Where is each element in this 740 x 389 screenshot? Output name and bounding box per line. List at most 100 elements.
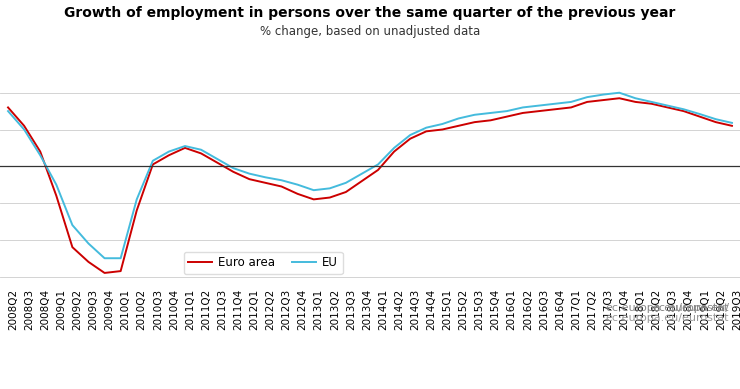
Euro area xyxy=(374,168,383,172)
EU xyxy=(615,90,624,95)
EU xyxy=(36,153,44,158)
Euro area xyxy=(502,114,511,119)
Euro area xyxy=(486,118,495,123)
EU xyxy=(374,162,383,167)
EU xyxy=(470,112,479,117)
Text: 2016Q3: 2016Q3 xyxy=(539,289,549,331)
Text: 2012Q3: 2012Q3 xyxy=(281,289,292,331)
EU xyxy=(519,105,528,110)
Euro area xyxy=(212,160,221,165)
Euro area xyxy=(261,180,270,185)
Euro area xyxy=(631,100,640,104)
Text: 2016Q1: 2016Q1 xyxy=(507,289,517,331)
Euro area xyxy=(663,105,672,110)
Text: 2010Q1: 2010Q1 xyxy=(121,289,131,330)
Text: 2009Q3: 2009Q3 xyxy=(89,289,98,330)
Text: 2009Q2: 2009Q2 xyxy=(73,289,82,330)
EU xyxy=(164,149,173,154)
Text: 2018Q4: 2018Q4 xyxy=(684,289,693,331)
Text: 2014Q4: 2014Q4 xyxy=(426,289,437,331)
Text: 2013Q3: 2013Q3 xyxy=(346,289,356,331)
Euro area xyxy=(551,107,559,112)
Euro area xyxy=(84,259,93,264)
Euro area xyxy=(132,208,141,213)
Text: 2011Q4: 2011Q4 xyxy=(233,289,243,331)
Text: 2008Q4: 2008Q4 xyxy=(40,289,50,330)
Text: ec.europa.eu/: ec.europa.eu/ xyxy=(652,303,729,314)
Text: 2015Q4: 2015Q4 xyxy=(491,289,501,331)
Euro area xyxy=(727,123,736,128)
EU xyxy=(422,125,431,130)
Euro area xyxy=(711,120,720,124)
EU xyxy=(309,188,318,193)
Text: 2015Q2: 2015Q2 xyxy=(459,289,468,331)
Euro area xyxy=(615,96,624,101)
Text: 2019Q2: 2019Q2 xyxy=(716,289,726,331)
Euro area xyxy=(454,123,463,128)
EU xyxy=(149,158,158,163)
EU xyxy=(438,122,447,126)
Text: 2013Q1: 2013Q1 xyxy=(314,289,323,331)
Text: 2016Q2: 2016Q2 xyxy=(523,289,533,331)
Euro area xyxy=(100,271,109,275)
EU xyxy=(534,103,543,108)
Text: ec.europa.eu/eurostat: ec.europa.eu/eurostat xyxy=(605,313,729,323)
EU xyxy=(212,157,221,161)
EU xyxy=(4,109,13,114)
Euro area xyxy=(438,127,447,132)
Euro area xyxy=(406,137,414,141)
Euro area xyxy=(357,179,366,183)
Euro area xyxy=(599,98,608,102)
Text: 2009Q4: 2009Q4 xyxy=(104,289,115,330)
Euro area xyxy=(422,129,431,134)
Text: 2014Q3: 2014Q3 xyxy=(410,289,420,331)
EU xyxy=(711,117,720,121)
Text: 2013Q2: 2013Q2 xyxy=(330,289,340,331)
Euro area xyxy=(68,245,77,249)
Text: 2018Q3: 2018Q3 xyxy=(667,289,678,331)
Text: 2017Q2: 2017Q2 xyxy=(587,289,597,331)
Euro area xyxy=(679,109,688,114)
Euro area xyxy=(149,162,158,167)
Text: 2015Q1: 2015Q1 xyxy=(443,289,452,331)
Euro area xyxy=(277,184,286,189)
EU xyxy=(679,107,688,112)
EU xyxy=(293,182,302,187)
Text: 2014Q1: 2014Q1 xyxy=(378,289,388,331)
EU xyxy=(100,256,109,261)
EU xyxy=(341,180,350,185)
Euro area xyxy=(647,102,656,106)
EU xyxy=(647,100,656,104)
Text: 2019Q3: 2019Q3 xyxy=(732,289,740,331)
Text: 2017Q3: 2017Q3 xyxy=(603,289,613,331)
EU xyxy=(599,92,608,97)
Text: 2013Q4: 2013Q4 xyxy=(362,289,372,331)
EU xyxy=(390,145,399,150)
Euro area xyxy=(164,153,173,158)
Euro area xyxy=(116,269,125,273)
EU xyxy=(486,110,495,115)
Euro area xyxy=(197,151,206,156)
EU xyxy=(20,127,29,132)
EU xyxy=(181,144,189,148)
Euro area xyxy=(36,149,44,154)
Text: 2010Q3: 2010Q3 xyxy=(153,289,163,330)
EU xyxy=(551,102,559,106)
EU xyxy=(261,175,270,180)
EU xyxy=(245,171,254,176)
Euro area xyxy=(4,105,13,110)
EU xyxy=(357,171,366,176)
Euro area xyxy=(20,123,29,128)
Text: 2017Q1: 2017Q1 xyxy=(571,289,581,331)
Text: 2011Q1: 2011Q1 xyxy=(185,289,195,331)
Euro area xyxy=(181,145,189,150)
Euro area xyxy=(534,109,543,114)
Text: 2008Q2: 2008Q2 xyxy=(8,289,18,330)
Euro area xyxy=(567,105,576,110)
EU xyxy=(277,178,286,182)
Text: 2015Q3: 2015Q3 xyxy=(474,289,485,331)
EU xyxy=(567,100,576,104)
Text: 2017Q4: 2017Q4 xyxy=(619,289,629,331)
Text: 2008Q3: 2008Q3 xyxy=(24,289,34,330)
Euro area xyxy=(229,170,238,174)
